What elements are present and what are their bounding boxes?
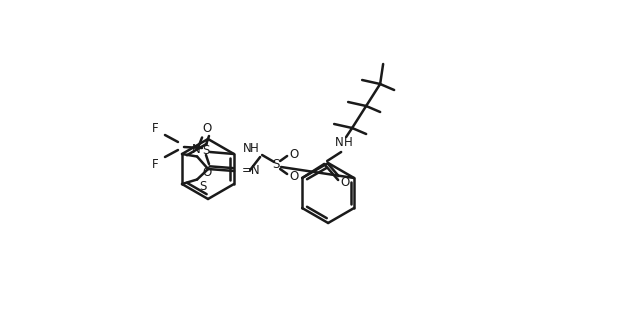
- Text: F: F: [152, 158, 158, 171]
- Text: O: O: [202, 165, 212, 178]
- Text: N: N: [243, 141, 252, 154]
- Text: =N: =N: [242, 165, 260, 178]
- Text: S: S: [200, 180, 207, 193]
- Text: O: O: [289, 170, 299, 183]
- Text: N: N: [335, 137, 344, 150]
- Text: N: N: [192, 143, 200, 156]
- Text: O: O: [340, 177, 350, 190]
- Text: F: F: [152, 121, 158, 134]
- Text: O: O: [289, 147, 299, 160]
- Text: S: S: [202, 144, 210, 157]
- Text: H: H: [250, 141, 259, 154]
- Text: S: S: [273, 158, 280, 171]
- Text: O: O: [202, 121, 212, 134]
- Text: H: H: [344, 137, 353, 150]
